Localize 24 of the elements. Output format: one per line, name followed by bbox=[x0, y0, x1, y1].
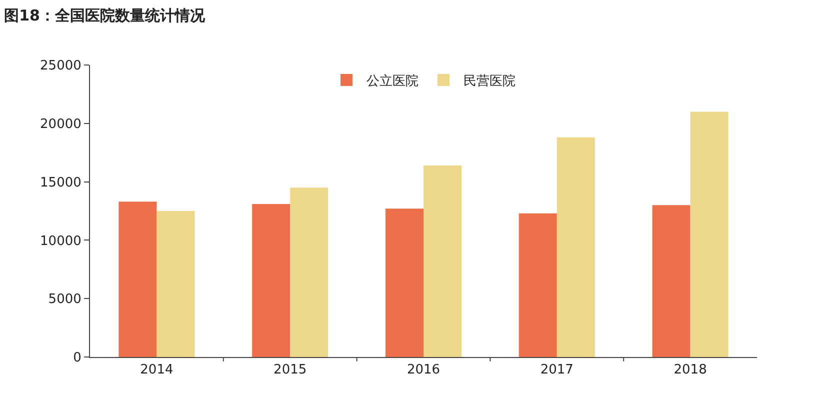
chart-title: 图18：全国医院数量统计情况 bbox=[4, 6, 206, 25]
bar bbox=[385, 208, 424, 357]
bar bbox=[652, 205, 690, 357]
legend-label: 公立医院 bbox=[366, 73, 418, 90]
y-tick-label: 10000 bbox=[40, 234, 82, 249]
bar bbox=[690, 112, 728, 357]
y-tick-label: 20000 bbox=[40, 116, 82, 132]
y-tick-label: 15000 bbox=[40, 175, 82, 190]
x-tick-label: 2014 bbox=[140, 362, 174, 378]
bar bbox=[290, 188, 328, 357]
x-tick-label: 2015 bbox=[274, 362, 307, 378]
x-tick-label: 2016 bbox=[406, 362, 440, 378]
bar bbox=[556, 137, 595, 357]
bar bbox=[424, 165, 462, 357]
bar bbox=[156, 211, 195, 357]
bar bbox=[118, 202, 157, 357]
y-tick-label: 25000 bbox=[40, 58, 82, 74]
x-tick-label: 2018 bbox=[674, 362, 707, 378]
bar bbox=[252, 204, 290, 357]
legend-label: 民营医院 bbox=[464, 74, 516, 90]
y-tick-label: 5000 bbox=[48, 292, 82, 308]
bar bbox=[518, 213, 557, 357]
y-tick-label: 0 bbox=[73, 350, 82, 366]
x-tick-label: 2017 bbox=[540, 362, 574, 378]
